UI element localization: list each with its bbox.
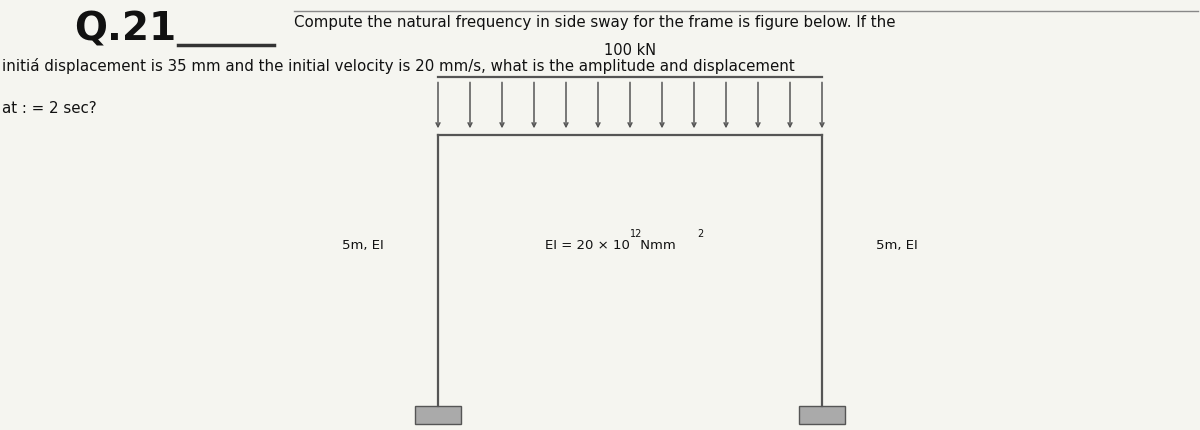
Text: Compute the natural frequency in side sway for the frame is figure below. If the: Compute the natural frequency in side sw… <box>294 15 895 30</box>
Text: 2: 2 <box>697 229 703 240</box>
Text: Nmm: Nmm <box>636 239 676 252</box>
Text: EI = 20 × 10: EI = 20 × 10 <box>545 239 630 252</box>
Text: 5m, EI: 5m, EI <box>876 239 918 252</box>
Text: Q.21: Q.21 <box>74 11 176 49</box>
Bar <box>799 406 845 424</box>
Text: 5m, EI: 5m, EI <box>342 239 384 252</box>
Text: at : = 2 sec?: at : = 2 sec? <box>2 101 97 116</box>
Text: initiá displacement is 35 mm and the initial velocity is 20 mm/s, what is the a: initiá displacement is 35 mm and the in… <box>2 58 796 74</box>
Text: 12: 12 <box>630 229 642 240</box>
Text: 100 kN: 100 kN <box>604 43 656 58</box>
Bar <box>415 406 461 424</box>
